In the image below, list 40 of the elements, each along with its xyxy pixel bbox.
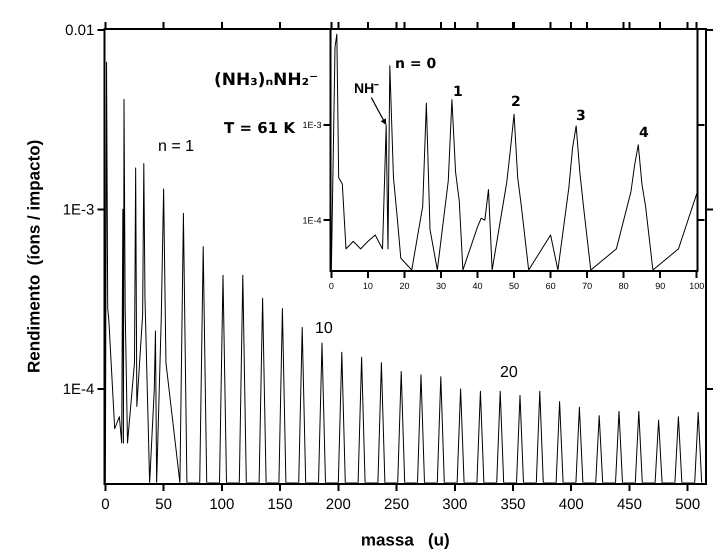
x-tick-label: 50 <box>155 496 172 513</box>
x-tick-label: 100 <box>209 496 234 513</box>
x-tick-label: 30 <box>436 280 446 291</box>
x-tick-label: 70 <box>582 280 592 291</box>
x-tick-label: 250 <box>384 496 410 513</box>
x-tick-label: 0 <box>328 280 334 291</box>
x-tick-label: 0 <box>101 496 110 513</box>
annotation: 20 <box>500 364 518 381</box>
annotation: 1 <box>453 84 463 100</box>
annotation: 4 <box>639 125 649 141</box>
x-tick-label: 100 <box>689 280 704 291</box>
x-tick-label: 400 <box>558 496 584 513</box>
x-tick-label: 50 <box>509 280 520 291</box>
x-tick-label: 200 <box>326 496 351 513</box>
annotation: n = 0 <box>395 56 436 72</box>
y-tick-label: 1E-3 <box>62 202 94 219</box>
y-tick-label: 1E-4 <box>302 215 322 226</box>
annotation: T = 61 K <box>224 119 296 137</box>
y-tick-label: 1E-3 <box>302 120 322 130</box>
x-tick-label: 150 <box>268 496 293 513</box>
x-tick-label: 10 <box>362 280 373 291</box>
x-tick-label: 90 <box>655 280 666 291</box>
x-axis-title: massa (u) <box>360 530 450 550</box>
annotation: n = 1 <box>158 138 194 155</box>
x-tick-label: 60 <box>546 280 556 291</box>
x-tick-label: 80 <box>618 280 629 291</box>
annotation: 3 <box>576 108 586 124</box>
x-tick-label: 500 <box>675 496 700 513</box>
annotation: 2 <box>511 94 521 110</box>
annotation: NH⁻ <box>354 80 380 96</box>
x-tick-label: 40 <box>472 280 483 291</box>
annotation: 10 <box>315 320 333 337</box>
y-tick-label: 0.01 <box>65 22 94 40</box>
x-tick-label: 20 <box>399 280 410 291</box>
x-tick-label: 450 <box>616 496 642 513</box>
annotation: (NH₃)ₙNH₂⁻ <box>214 70 318 90</box>
x-tick-label: 350 <box>500 496 526 513</box>
x-tick-label: 300 <box>442 496 468 513</box>
y-tick-label: 1E-4 <box>62 381 94 398</box>
y-axis-title: Rendimento (íons / impacto) <box>24 140 44 373</box>
